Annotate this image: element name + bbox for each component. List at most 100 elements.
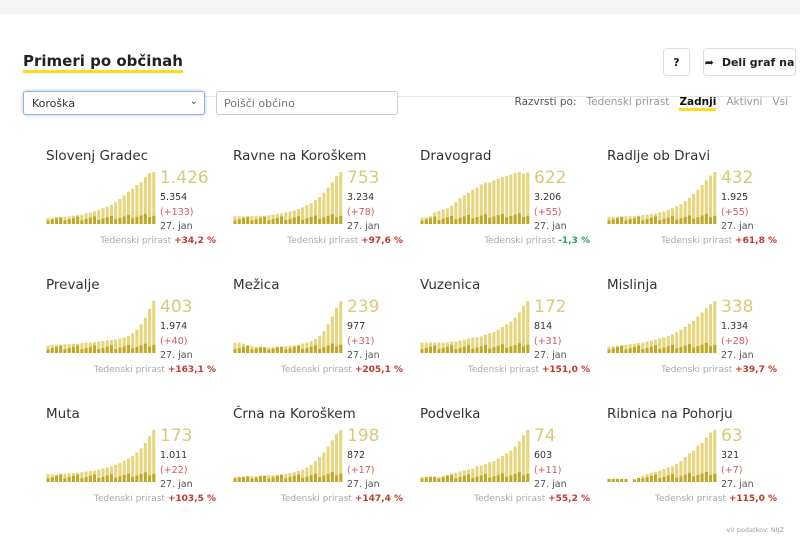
daily-bar — [339, 473, 343, 482]
daily-bar — [97, 478, 101, 482]
sort-latest[interactable]: Zadnji — [679, 96, 717, 111]
municipality-card[interactable]: Dravograd 622 3.206 (+55) 27. jan Tedens… — [420, 148, 590, 258]
growth-label: Tedenski prirast — [280, 494, 352, 504]
daily-bar — [492, 347, 496, 353]
municipality-card[interactable]: Mislinja 338 1.334 (+28) 27. jan Tedensk… — [607, 277, 777, 387]
daily-bar — [63, 220, 67, 224]
municipality-search-input[interactable] — [216, 91, 398, 115]
daily-bar — [437, 349, 441, 353]
daily-bar — [687, 215, 691, 224]
daily-increase: (+40) — [160, 336, 188, 347]
trend-bar — [131, 188, 135, 224]
daily-bar — [517, 343, 521, 353]
daily-bar — [641, 220, 645, 224]
trend-bar — [454, 202, 458, 224]
growth-value: +147,4 % — [354, 494, 403, 504]
daily-bar — [704, 472, 708, 482]
daily-bar — [637, 216, 641, 224]
daily-bar — [615, 218, 619, 224]
daily-bar — [517, 213, 521, 224]
daily-bar — [471, 477, 475, 482]
trend-chart — [233, 172, 343, 224]
active-cases: 239 — [347, 297, 380, 317]
region-select[interactable]: Koroška ⌄ — [23, 91, 205, 115]
daily-bar — [683, 345, 687, 353]
daily-bar — [505, 347, 509, 353]
daily-bar — [500, 473, 504, 482]
daily-bar — [267, 349, 271, 353]
daily-bar — [148, 346, 152, 353]
daily-bar — [97, 349, 101, 353]
date: 27. jan — [721, 479, 754, 490]
growth-label: Tedenski prirast — [280, 365, 352, 375]
daily-bar — [126, 214, 130, 224]
daily-bar — [54, 476, 58, 482]
municipality-name: Dravograd — [420, 148, 492, 164]
daily-bar — [611, 348, 615, 353]
municipality-card[interactable]: Ribnica na Pohorju 63 321 (+7) 27. jan T… — [607, 406, 777, 516]
daily-bar — [675, 219, 679, 224]
daily-bar — [462, 216, 466, 224]
trend-bar — [662, 211, 666, 224]
trend-bar — [301, 469, 305, 482]
trend-bar — [700, 185, 704, 224]
municipality-card[interactable]: Slovenj Gradec 1.426 5.354 (+133) 27. ja… — [46, 148, 216, 258]
daily-bar — [84, 348, 88, 353]
help-button[interactable]: ? — [663, 48, 690, 76]
growth-value: +205,1 % — [354, 365, 403, 375]
daily-bar — [433, 216, 437, 224]
sort-all[interactable]: Vsi — [772, 96, 788, 108]
municipality-card[interactable]: Mežica 239 977 (+31) 27. jan Tedenski pr… — [233, 277, 403, 387]
trend-bar — [496, 458, 500, 482]
sort-weekly-growth[interactable]: Tedenski prirast — [586, 96, 670, 108]
daily-bar — [522, 346, 526, 353]
weekly-growth: Tedenski prirast +55,2 % — [474, 494, 590, 504]
sort-active[interactable]: Aktivni — [726, 96, 763, 108]
trend-bar — [500, 177, 504, 224]
daily-bar — [250, 478, 254, 482]
trend-bar — [126, 458, 130, 482]
municipality-card[interactable]: Prevalje 403 1.974 (+40) 27. jan Tedensk… — [46, 277, 216, 387]
daily-bar — [687, 473, 691, 482]
daily-bar — [488, 348, 492, 353]
daily-bar — [467, 215, 471, 224]
municipality-name: Mežica — [233, 277, 280, 293]
trend-bar — [139, 182, 143, 224]
trend-bar — [692, 320, 696, 353]
municipality-card[interactable]: Podvelka 74 603 (+11) 27. jan Tedenski p… — [420, 406, 590, 516]
daily-bar — [50, 219, 54, 224]
trend-bar — [709, 304, 713, 353]
date: 27. jan — [721, 350, 754, 361]
page-title: Primeri po občinah — [23, 52, 183, 73]
share-button[interactable]: ➦ Deli graf na — [703, 48, 796, 76]
daily-bar — [649, 346, 653, 353]
trend-bar — [114, 464, 118, 482]
trend-bar — [500, 456, 504, 482]
daily-bar — [475, 347, 479, 353]
daily-bar — [254, 348, 258, 353]
daily-bar — [301, 219, 305, 224]
municipality-card[interactable]: Muta 173 1.011 (+22) 27. jan Tedenski pr… — [46, 406, 216, 516]
daily-bar — [135, 347, 139, 353]
trend-bar — [450, 205, 454, 224]
weekly-growth: Tedenski prirast +97,6 % — [287, 236, 403, 246]
trend-chart — [46, 301, 156, 353]
daily-bar — [88, 217, 92, 224]
daily-bar — [628, 219, 632, 224]
municipality-card[interactable]: Radlje ob Dravi 432 1.925 (+55) 27. jan … — [607, 148, 777, 258]
daily-bar — [433, 476, 437, 482]
daily-bar — [301, 349, 305, 353]
trend-bar — [479, 465, 483, 482]
daily-bar — [335, 217, 339, 224]
municipality-card[interactable]: Črna na Koroškem 198 872 (+17) 27. jan T… — [233, 406, 403, 516]
daily-increase: (+17) — [347, 465, 375, 476]
municipality-card[interactable]: Ravne na Koroškem 753 3.234 (+78) 27. ja… — [233, 148, 403, 258]
daily-bar — [318, 218, 322, 224]
daily-bar — [246, 345, 250, 353]
daily-bar — [526, 473, 530, 482]
municipality-card[interactable]: Vuzenica 172 814 (+31) 27. jan Tedenski … — [420, 277, 590, 387]
daily-bar — [509, 475, 513, 482]
active-cases: 173 — [160, 426, 193, 446]
trend-bar — [483, 334, 487, 353]
trend-bar — [63, 216, 67, 224]
